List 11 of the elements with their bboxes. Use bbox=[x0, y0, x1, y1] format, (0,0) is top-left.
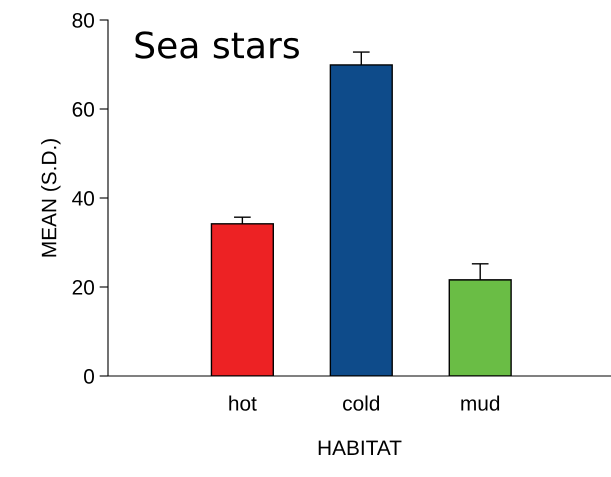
x-tick-label: mud bbox=[461, 395, 500, 411]
y-tick-label: 0 bbox=[84, 369, 94, 384]
y-tick-label: 60 bbox=[72, 102, 94, 117]
x-axis-title: HABITAT bbox=[318, 440, 402, 455]
y-tick-label: 40 bbox=[72, 191, 94, 206]
y-tick-label: 80 bbox=[72, 13, 94, 28]
x-tick-label: cold bbox=[343, 395, 380, 411]
y-axis-title: MEAN (S.D.) bbox=[41, 139, 61, 256]
y-tick-label: 20 bbox=[72, 280, 94, 295]
x-tick-label: hot bbox=[229, 395, 257, 411]
chart-title: Sea stars bbox=[136, 31, 299, 59]
